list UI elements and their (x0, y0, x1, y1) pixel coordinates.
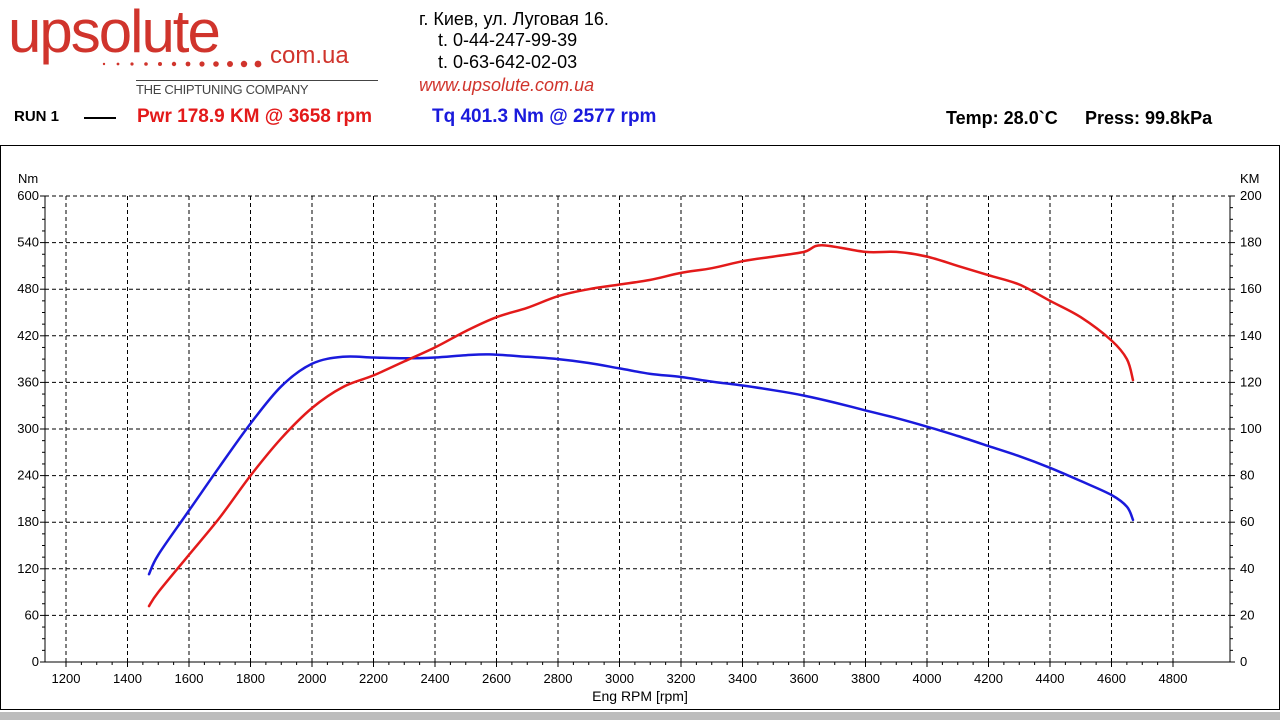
y-right-tick-label: 140 (1240, 328, 1262, 343)
x-axis-label: Eng RPM [rpm] (592, 688, 688, 704)
y-right-tick-label: 100 (1240, 421, 1262, 436)
x-tick-label: 1600 (175, 671, 204, 686)
run-label: RUN 1 (14, 108, 60, 125)
x-tick-label: 2600 (482, 671, 511, 686)
y-right-tick-label: 80 (1240, 468, 1254, 483)
x-tick-label: 2200 (359, 671, 388, 686)
x-tick-label: 3800 (851, 671, 880, 686)
y-left-tick-label: 120 (17, 561, 39, 576)
y-right-tick-label: 180 (1240, 235, 1262, 250)
x-tick-label: 2400 (421, 671, 450, 686)
y-left-tick-label: 180 (17, 514, 39, 529)
y-left-tick-label: 240 (17, 468, 39, 483)
x-tick-label: 4600 (1097, 671, 1126, 686)
pressure-info: Press: 99.8kPa (1085, 108, 1213, 128)
series-line-pwr (147, 243, 1135, 608)
y-right-axis-label: KM (1240, 171, 1260, 186)
y-right-tick-label: 40 (1240, 561, 1254, 576)
logo-tagline: THE CHIPTUNING COMPANY (136, 80, 378, 97)
y-left-tick-label: 60 (25, 607, 39, 622)
bottom-scrollbar[interactable] (0, 712, 1280, 720)
y-left-tick-label: 420 (17, 328, 39, 343)
x-tick-label: 3600 (790, 671, 819, 686)
logo-dots (102, 60, 262, 68)
y-right-tick-label: 120 (1240, 374, 1262, 389)
y-right-tick-label: 200 (1240, 188, 1262, 203)
y-left-tick-label: 600 (17, 188, 39, 203)
phone-2: t. 0-63-642-02-03 (438, 52, 578, 72)
y-right-tick-label: 160 (1240, 281, 1262, 296)
y-left-tick-label: 360 (17, 374, 39, 389)
address-text: г. Киев, ул. Луговая 16. (419, 9, 609, 29)
run-legend-line (84, 117, 116, 119)
x-tick-label: 2800 (544, 671, 573, 686)
torque-peak-info: Tq 401.3 Nm @ 2577 rpm (432, 106, 657, 127)
y-left-axis-label: Nm (18, 171, 38, 186)
y-left-tick-label: 300 (17, 421, 39, 436)
y-left-tick-label: 0 (32, 654, 39, 669)
x-tick-label: 2000 (298, 671, 327, 686)
y-right-tick-label: 60 (1240, 514, 1254, 529)
series-line-tq (147, 353, 1135, 576)
x-tick-label: 4800 (1159, 671, 1188, 686)
x-tick-label: 3400 (728, 671, 757, 686)
power-peak-info: Pwr 178.9 KM @ 3658 rpm (137, 106, 373, 127)
temperature-info: Temp: 28.0`C (946, 108, 1058, 128)
logo-text: upsolute (8, 0, 221, 65)
x-tick-label: 1800 (236, 671, 265, 686)
logo-domain: com.ua (270, 42, 349, 69)
phone-1: t. 0-44-247-99-39 (438, 30, 578, 50)
y-left-tick-label: 540 (17, 235, 39, 250)
y-left-tick-label: 480 (17, 281, 39, 296)
x-tick-label: 4200 (974, 671, 1003, 686)
x-tick-label: 3000 (605, 671, 634, 686)
x-tick-label: 1400 (113, 671, 142, 686)
x-tick-label: 1200 (52, 671, 81, 686)
x-tick-label: 3200 (667, 671, 696, 686)
website-link[interactable]: www.upsolute.com.ua (419, 75, 595, 95)
x-tick-label: 4400 (1036, 671, 1065, 686)
y-right-tick-label: 0 (1240, 654, 1247, 669)
x-tick-label: 4000 (913, 671, 942, 686)
y-right-tick-label: 20 (1240, 607, 1254, 622)
